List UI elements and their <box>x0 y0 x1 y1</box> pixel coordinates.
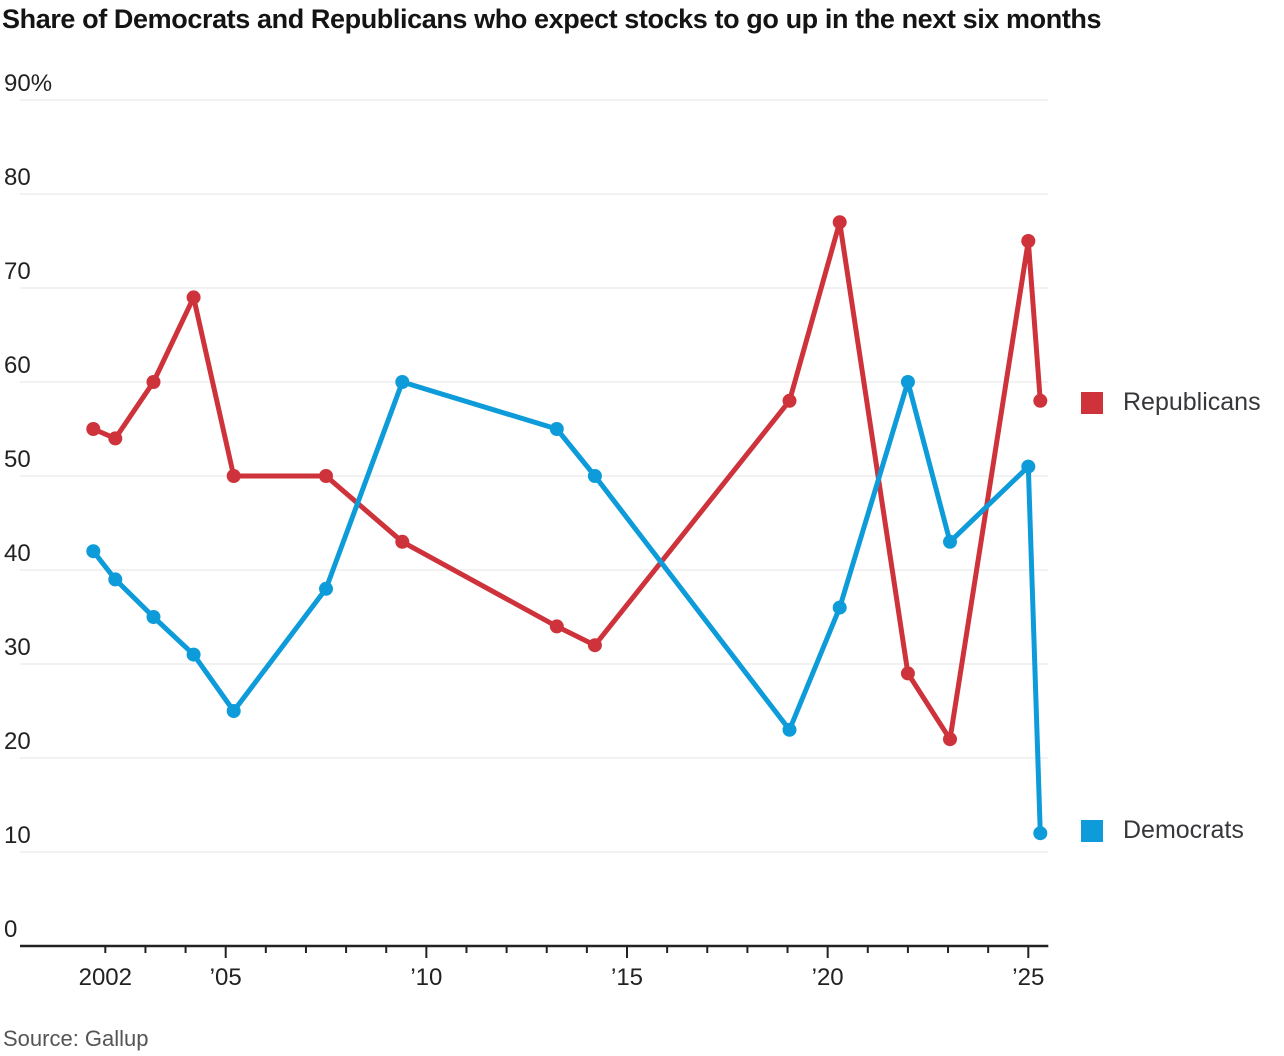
x-tick-label: ’25 <box>1012 964 1044 991</box>
legend-democrats: Democrats <box>1081 816 1244 845</box>
democrats-point <box>395 375 410 389</box>
democrats-point <box>186 647 201 662</box>
republicans-point <box>186 290 201 305</box>
republicans-point <box>86 422 101 436</box>
democrats-point <box>146 610 161 624</box>
republicans-point <box>319 469 333 483</box>
democrats-swatch-icon <box>1081 819 1103 842</box>
republicans-point <box>226 469 241 483</box>
y-tick-label: 0 <box>4 916 17 943</box>
republicans-point <box>782 393 797 408</box>
republicans-point <box>146 375 161 389</box>
democrats-point <box>108 572 123 587</box>
republicans-legend-label: Republicans <box>1123 388 1261 416</box>
democrats-point <box>587 469 602 483</box>
y-tick-label: 70 <box>4 258 31 285</box>
chart-title: Share of Democrats and Republicans who e… <box>2 4 1102 34</box>
democrats-point <box>832 600 847 615</box>
republicans-point <box>943 732 957 747</box>
x-tick-label: ’20 <box>812 964 844 991</box>
democrats-point <box>1021 459 1036 474</box>
x-tick-label: ’10 <box>410 964 442 991</box>
republicans-point <box>108 431 123 446</box>
y-tick-label: 30 <box>4 634 31 661</box>
x-tick-label: 2002 <box>79 964 132 991</box>
democrats-point <box>943 534 957 549</box>
line-chart: 0 10 20 30 40 50 60 70 80 90% 2002 ’05 ’10 ’15 ’20 ’25 <box>4 70 1049 991</box>
republicans-point <box>587 638 602 653</box>
source-note: Source: Gallup <box>3 1026 149 1051</box>
republicans-point <box>549 619 564 634</box>
democrats-point <box>226 704 241 718</box>
democrats-point <box>782 722 797 737</box>
legend-republicans: Republicans <box>1081 388 1261 417</box>
y-tick-label: 40 <box>4 540 31 567</box>
democrats-point <box>900 375 915 389</box>
y-tick-label: 90% <box>4 70 52 97</box>
republicans-point <box>1021 234 1036 248</box>
y-tick-label: 10 <box>4 822 31 849</box>
republicans-point <box>395 534 410 549</box>
republicans-swatch-icon <box>1081 391 1103 414</box>
republicans-point <box>832 215 847 230</box>
democrats-point <box>86 544 101 559</box>
republicans-point <box>900 666 915 681</box>
republicans-point <box>1033 393 1048 408</box>
x-tick-label: ’05 <box>210 964 242 991</box>
y-tick-label: 80 <box>4 164 31 191</box>
y-tick-label: 50 <box>4 446 31 473</box>
democrats-legend-label: Democrats <box>1123 816 1244 844</box>
x-tick-label: ’15 <box>611 964 643 991</box>
y-tick-label: 20 <box>4 728 31 755</box>
democrats-point <box>549 422 564 436</box>
democrats-point <box>1033 826 1048 841</box>
y-tick-label: 60 <box>4 352 31 379</box>
democrats-point <box>319 581 333 596</box>
